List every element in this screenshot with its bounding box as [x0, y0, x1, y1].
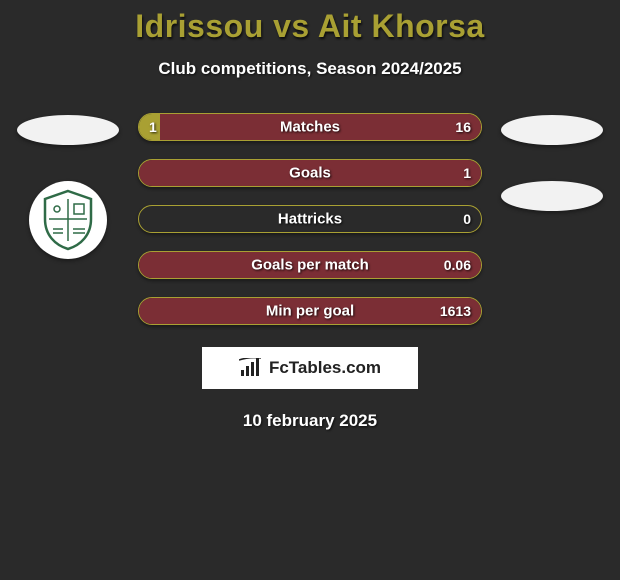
stat-bar-label: Min per goal: [266, 303, 354, 320]
page-title: Idrissou vs Ait Khorsa: [0, 8, 620, 45]
brand-box[interactable]: FcTables.com: [202, 347, 418, 389]
left-player-avatar: [17, 115, 119, 145]
date-label: 10 february 2025: [0, 411, 620, 431]
stat-bar-left-value: 1: [149, 119, 157, 135]
stat-bar-right-value: 1613: [440, 303, 471, 319]
stat-bars: Matches 1 16 Goals 1 Hattricks 0 Goals per matc…: [138, 113, 482, 325]
subtitle: Club competitions, Season 2024/2025: [0, 59, 620, 79]
stat-bar-label: Hattricks: [278, 211, 342, 228]
stat-bar-right-value: 0.06: [444, 257, 471, 273]
comparison-row: Matches 1 16 Goals 1 Hattricks 0 Goals per matc…: [0, 113, 620, 325]
stat-bar-label: Goals: [289, 165, 331, 182]
right-player-column: [496, 113, 608, 211]
crest-icon: [41, 189, 95, 251]
brand-text: FcTables.com: [269, 358, 381, 378]
bar-chart-icon: [239, 358, 263, 378]
stat-bar: Goals 1: [138, 159, 482, 187]
left-player-crest: [29, 181, 107, 259]
stat-bar-right-value: 1: [463, 165, 471, 181]
stat-bar: Min per goal 1613: [138, 297, 482, 325]
stat-bar-right-value: 16: [455, 119, 471, 135]
stat-bar-right-value: 0: [463, 211, 471, 227]
stat-bar-label: Goals per match: [251, 257, 369, 274]
stat-bar: Hattricks 0: [138, 205, 482, 233]
stat-bar: Goals per match 0.06: [138, 251, 482, 279]
stats-comparison-card: Idrissou vs Ait Khorsa Club competitions…: [0, 0, 620, 431]
left-player-column: [12, 113, 124, 259]
right-player-avatar-1: [501, 115, 603, 145]
stat-bar: Matches 1 16: [138, 113, 482, 141]
right-player-avatar-2: [501, 181, 603, 211]
stat-bar-label: Matches: [280, 119, 340, 136]
